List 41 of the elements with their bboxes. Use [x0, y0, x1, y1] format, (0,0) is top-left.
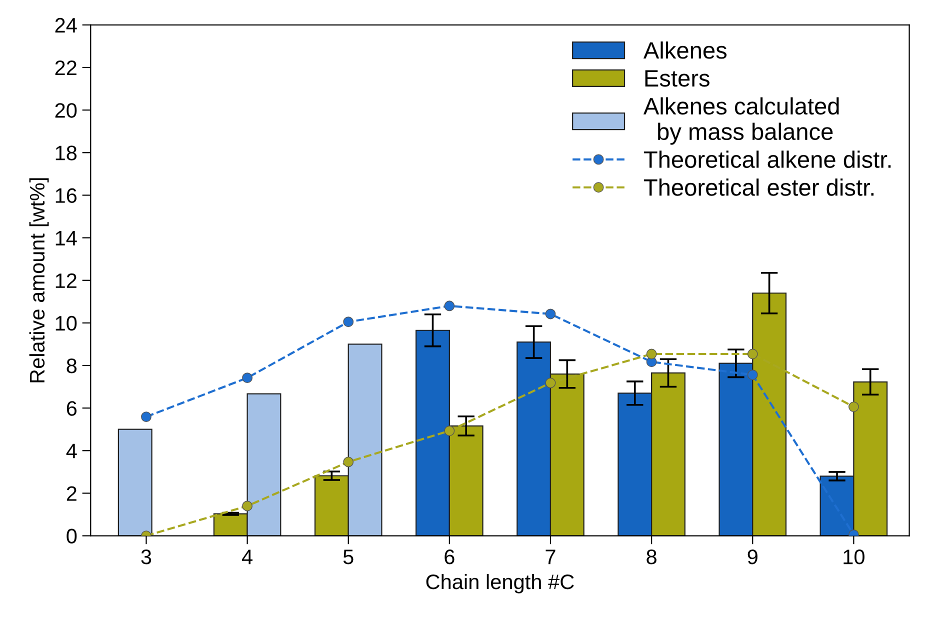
x-tick-label: 9 — [748, 550, 758, 564]
y-tick-label: 2 — [66, 486, 76, 501]
y-tick-label: 12 — [56, 273, 76, 288]
legend-label: Alkenes calculated by mass balance — [643, 97, 839, 145]
y-tick-label: 20 — [55, 103, 77, 118]
x-tick-label: 4 — [242, 550, 252, 564]
x-tick-label: 6 — [444, 550, 454, 564]
point — [444, 300, 455, 312]
point — [343, 316, 354, 328]
x-tick-label: 8 — [646, 550, 656, 564]
point — [646, 348, 657, 360]
point — [848, 402, 859, 412]
x-tick-label: 10 — [844, 550, 864, 564]
y-tick-label: 4 — [66, 444, 77, 458]
point — [242, 372, 253, 384]
y-tick-label: 14 — [56, 230, 77, 246]
y-axis-title: Relative amount [wt%] — [29, 178, 49, 382]
legend-label: Theoretical ester distr. — [644, 178, 874, 196]
legend-label: Esters — [645, 70, 710, 87]
y-tick-label: 8 — [66, 358, 77, 374]
x-axis-title: Chain length #C — [426, 574, 574, 594]
y-tick-label: 24 — [55, 18, 77, 32]
x-tick-label: 3 — [141, 550, 152, 564]
point — [242, 500, 253, 512]
legend-label: Theoretical alkene distr. — [644, 150, 891, 168]
point — [545, 308, 556, 320]
y-tick-label: 10 — [56, 316, 77, 331]
legend-label: Alkenes — [643, 41, 727, 59]
x-tick-label: 5 — [343, 550, 354, 564]
y-tick-label: 0 — [66, 528, 77, 544]
y-tick-label: 16 — [56, 188, 77, 203]
y-tick-label: 6 — [66, 401, 77, 416]
y-tick-label: 22 — [55, 60, 76, 76]
point — [343, 456, 354, 468]
point — [545, 378, 556, 388]
point — [444, 426, 455, 436]
point — [141, 412, 152, 422]
point — [747, 370, 758, 380]
x-tick-label: 7 — [546, 550, 556, 564]
point — [747, 348, 758, 360]
y-tick-label: 18 — [56, 146, 77, 160]
